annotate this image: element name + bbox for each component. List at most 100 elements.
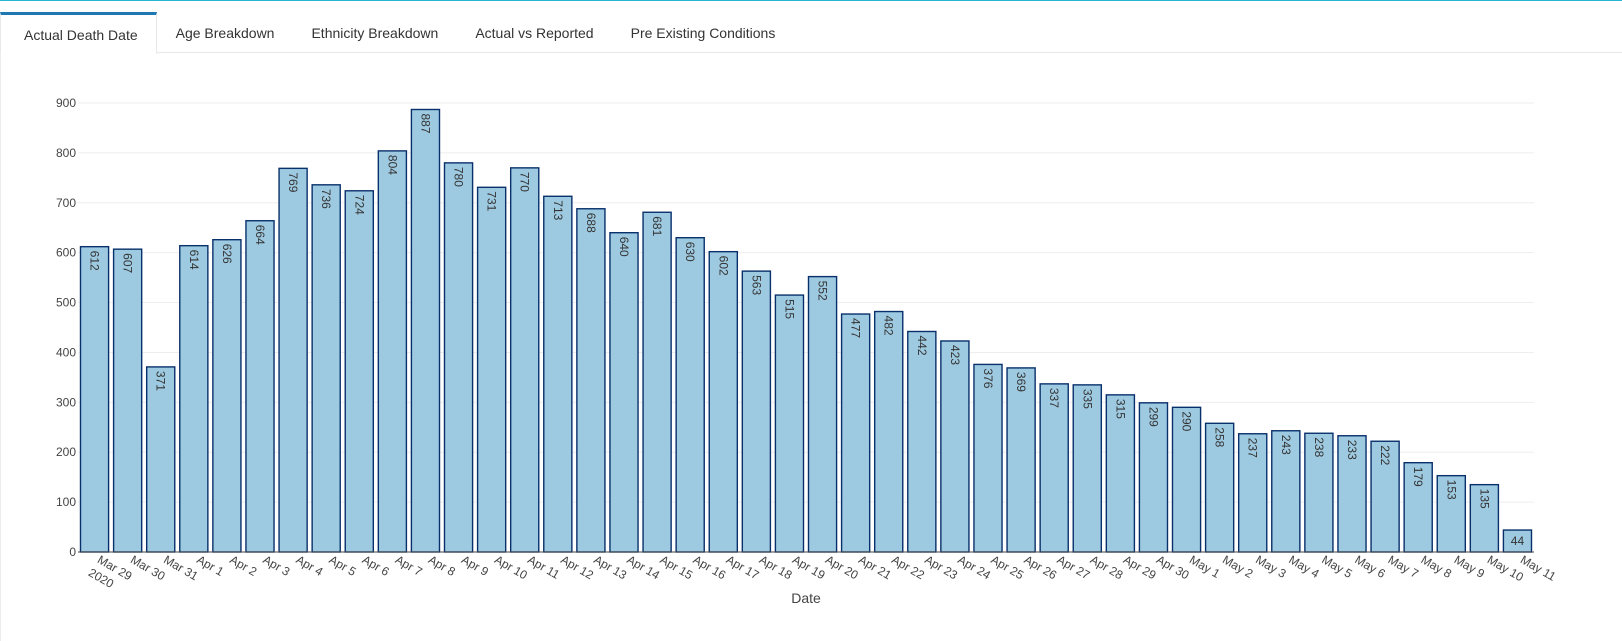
x-tick-label: Apr 16 bbox=[691, 552, 729, 582]
bar-value-label: 713 bbox=[551, 200, 565, 220]
x-tick-label: Apr 3 bbox=[261, 552, 293, 579]
bar bbox=[377, 150, 408, 553]
bar-value-label: 552 bbox=[816, 281, 830, 301]
x-tick-label: Apr 2 bbox=[227, 552, 259, 579]
y-tick-label: 200 bbox=[56, 445, 76, 459]
bar-value-label: 688 bbox=[584, 213, 598, 233]
bar bbox=[311, 184, 341, 553]
bar-value-label: 612 bbox=[88, 251, 102, 271]
tab-age-breakdown[interactable]: Age Breakdown bbox=[175, 24, 275, 41]
bar bbox=[179, 244, 209, 553]
x-tick-label: Apr 5 bbox=[327, 552, 359, 579]
x-tick-label: May 8 bbox=[1419, 552, 1455, 581]
bar-value-label: 371 bbox=[154, 371, 168, 391]
bar-value-label: 423 bbox=[948, 345, 962, 365]
x-tick-label: Apr 8 bbox=[426, 552, 458, 579]
x-tick-label: Apr 10 bbox=[492, 552, 530, 582]
x-tick-label: Apr 30 bbox=[1154, 552, 1192, 582]
bar bbox=[774, 294, 805, 553]
bar bbox=[278, 167, 308, 553]
x-tick-label: May 1 bbox=[1187, 552, 1223, 581]
bar-value-label: 335 bbox=[1080, 389, 1094, 409]
y-tick-label: 0 bbox=[69, 545, 76, 559]
x-tick-label: Apr 25 bbox=[989, 552, 1027, 582]
x-axis-title: Date bbox=[791, 590, 821, 606]
bar bbox=[973, 363, 1003, 553]
bar-value-label: 44 bbox=[1511, 534, 1525, 548]
bar-value-label: 563 bbox=[749, 275, 763, 295]
bar-value-label: 237 bbox=[1246, 438, 1260, 458]
bar-value-label: 299 bbox=[1146, 407, 1160, 427]
bar bbox=[741, 270, 772, 553]
x-tick-label: Apr 21 bbox=[856, 552, 894, 582]
tab-actual-death-date[interactable]: Actual Death Date bbox=[0, 12, 157, 54]
y-tick-label: 300 bbox=[56, 395, 76, 409]
bar-value-label: 769 bbox=[286, 172, 300, 192]
bar-value-label: 664 bbox=[253, 225, 267, 245]
bar-value-label: 233 bbox=[1345, 440, 1359, 460]
x-tick-label: May 11 bbox=[1518, 552, 1559, 584]
y-tick-label: 600 bbox=[56, 246, 76, 260]
bar-value-label: 681 bbox=[650, 216, 664, 236]
bar bbox=[840, 313, 871, 553]
bar-value-label: 887 bbox=[418, 113, 432, 133]
top-accent-line bbox=[0, 0, 1622, 1]
x-tick-label: May 3 bbox=[1253, 552, 1289, 581]
bar bbox=[907, 330, 937, 553]
bar bbox=[476, 186, 507, 553]
tab-ethnicity-breakdown[interactable]: Ethnicity Breakdown bbox=[311, 24, 439, 41]
chart-panel: 0 100 200 300 400 500 600 700 800 900 612 Mar 29 607… bbox=[0, 53, 1622, 641]
y-tick-label: 700 bbox=[56, 196, 76, 210]
bar bbox=[940, 340, 970, 553]
bar-value-label: 607 bbox=[121, 253, 135, 273]
x-tick-label: Apr 24 bbox=[955, 552, 993, 582]
x-tick-label: Apr 28 bbox=[1088, 552, 1126, 582]
y-tick-label: 900 bbox=[56, 96, 76, 110]
tab-pre-existing-conditions[interactable]: Pre Existing Conditions bbox=[630, 24, 776, 41]
bar bbox=[576, 208, 606, 553]
x-tick-label: Mar 30 bbox=[128, 552, 168, 583]
x-tick-label: Apr 22 bbox=[889, 552, 927, 582]
bar bbox=[443, 162, 474, 553]
bar-value-label: 602 bbox=[716, 256, 730, 276]
bar-value-label: 780 bbox=[452, 167, 466, 187]
x-tick-label: May 7 bbox=[1386, 552, 1422, 581]
bar bbox=[1072, 384, 1103, 553]
bar-value-label: 477 bbox=[849, 318, 863, 338]
bar bbox=[1105, 394, 1136, 553]
bar bbox=[675, 236, 705, 553]
x-tick-label: Apr 20 bbox=[823, 552, 861, 582]
bar bbox=[79, 245, 110, 553]
y-tick-label: 800 bbox=[56, 146, 76, 160]
x-tick-label: Apr 14 bbox=[625, 552, 663, 582]
x-tick-label: May 10 bbox=[1485, 552, 1526, 584]
x-tick-label: May 9 bbox=[1452, 552, 1488, 581]
bar-value-label: 724 bbox=[352, 195, 366, 215]
bar-value-label: 337 bbox=[1047, 388, 1061, 408]
bar-value-label: 376 bbox=[981, 368, 995, 388]
bar-value-label: 179 bbox=[1411, 467, 1425, 487]
bar-value-label: 515 bbox=[782, 299, 796, 319]
x-tick-label: Apr 6 bbox=[360, 552, 392, 579]
x-tick-label: Apr 23 bbox=[922, 552, 960, 582]
bar-value-label: 315 bbox=[1113, 399, 1127, 419]
bar bbox=[1204, 422, 1235, 553]
bar-value-label: 243 bbox=[1279, 435, 1293, 455]
tab-actual-vs-reported[interactable]: Actual vs Reported bbox=[475, 24, 594, 41]
x-tick-label: Apr 4 bbox=[294, 552, 326, 579]
bar-value-label: 222 bbox=[1378, 445, 1392, 465]
bar bbox=[509, 167, 540, 553]
bar bbox=[1006, 367, 1036, 553]
x-tick-label: Apr 19 bbox=[790, 552, 828, 582]
bar-value-label: 731 bbox=[485, 191, 499, 211]
bar bbox=[1138, 402, 1169, 553]
bar bbox=[609, 232, 639, 553]
bar bbox=[873, 310, 904, 553]
bar bbox=[708, 250, 739, 553]
x-tick-label: Apr 1 bbox=[194, 552, 226, 579]
bar-value-label: 614 bbox=[187, 250, 201, 270]
bar-value-label: 442 bbox=[915, 335, 929, 355]
x-tick-label: Apr 17 bbox=[724, 552, 762, 582]
x-tick-label: May 4 bbox=[1286, 552, 1322, 581]
x-tick-label: May 6 bbox=[1353, 552, 1389, 581]
